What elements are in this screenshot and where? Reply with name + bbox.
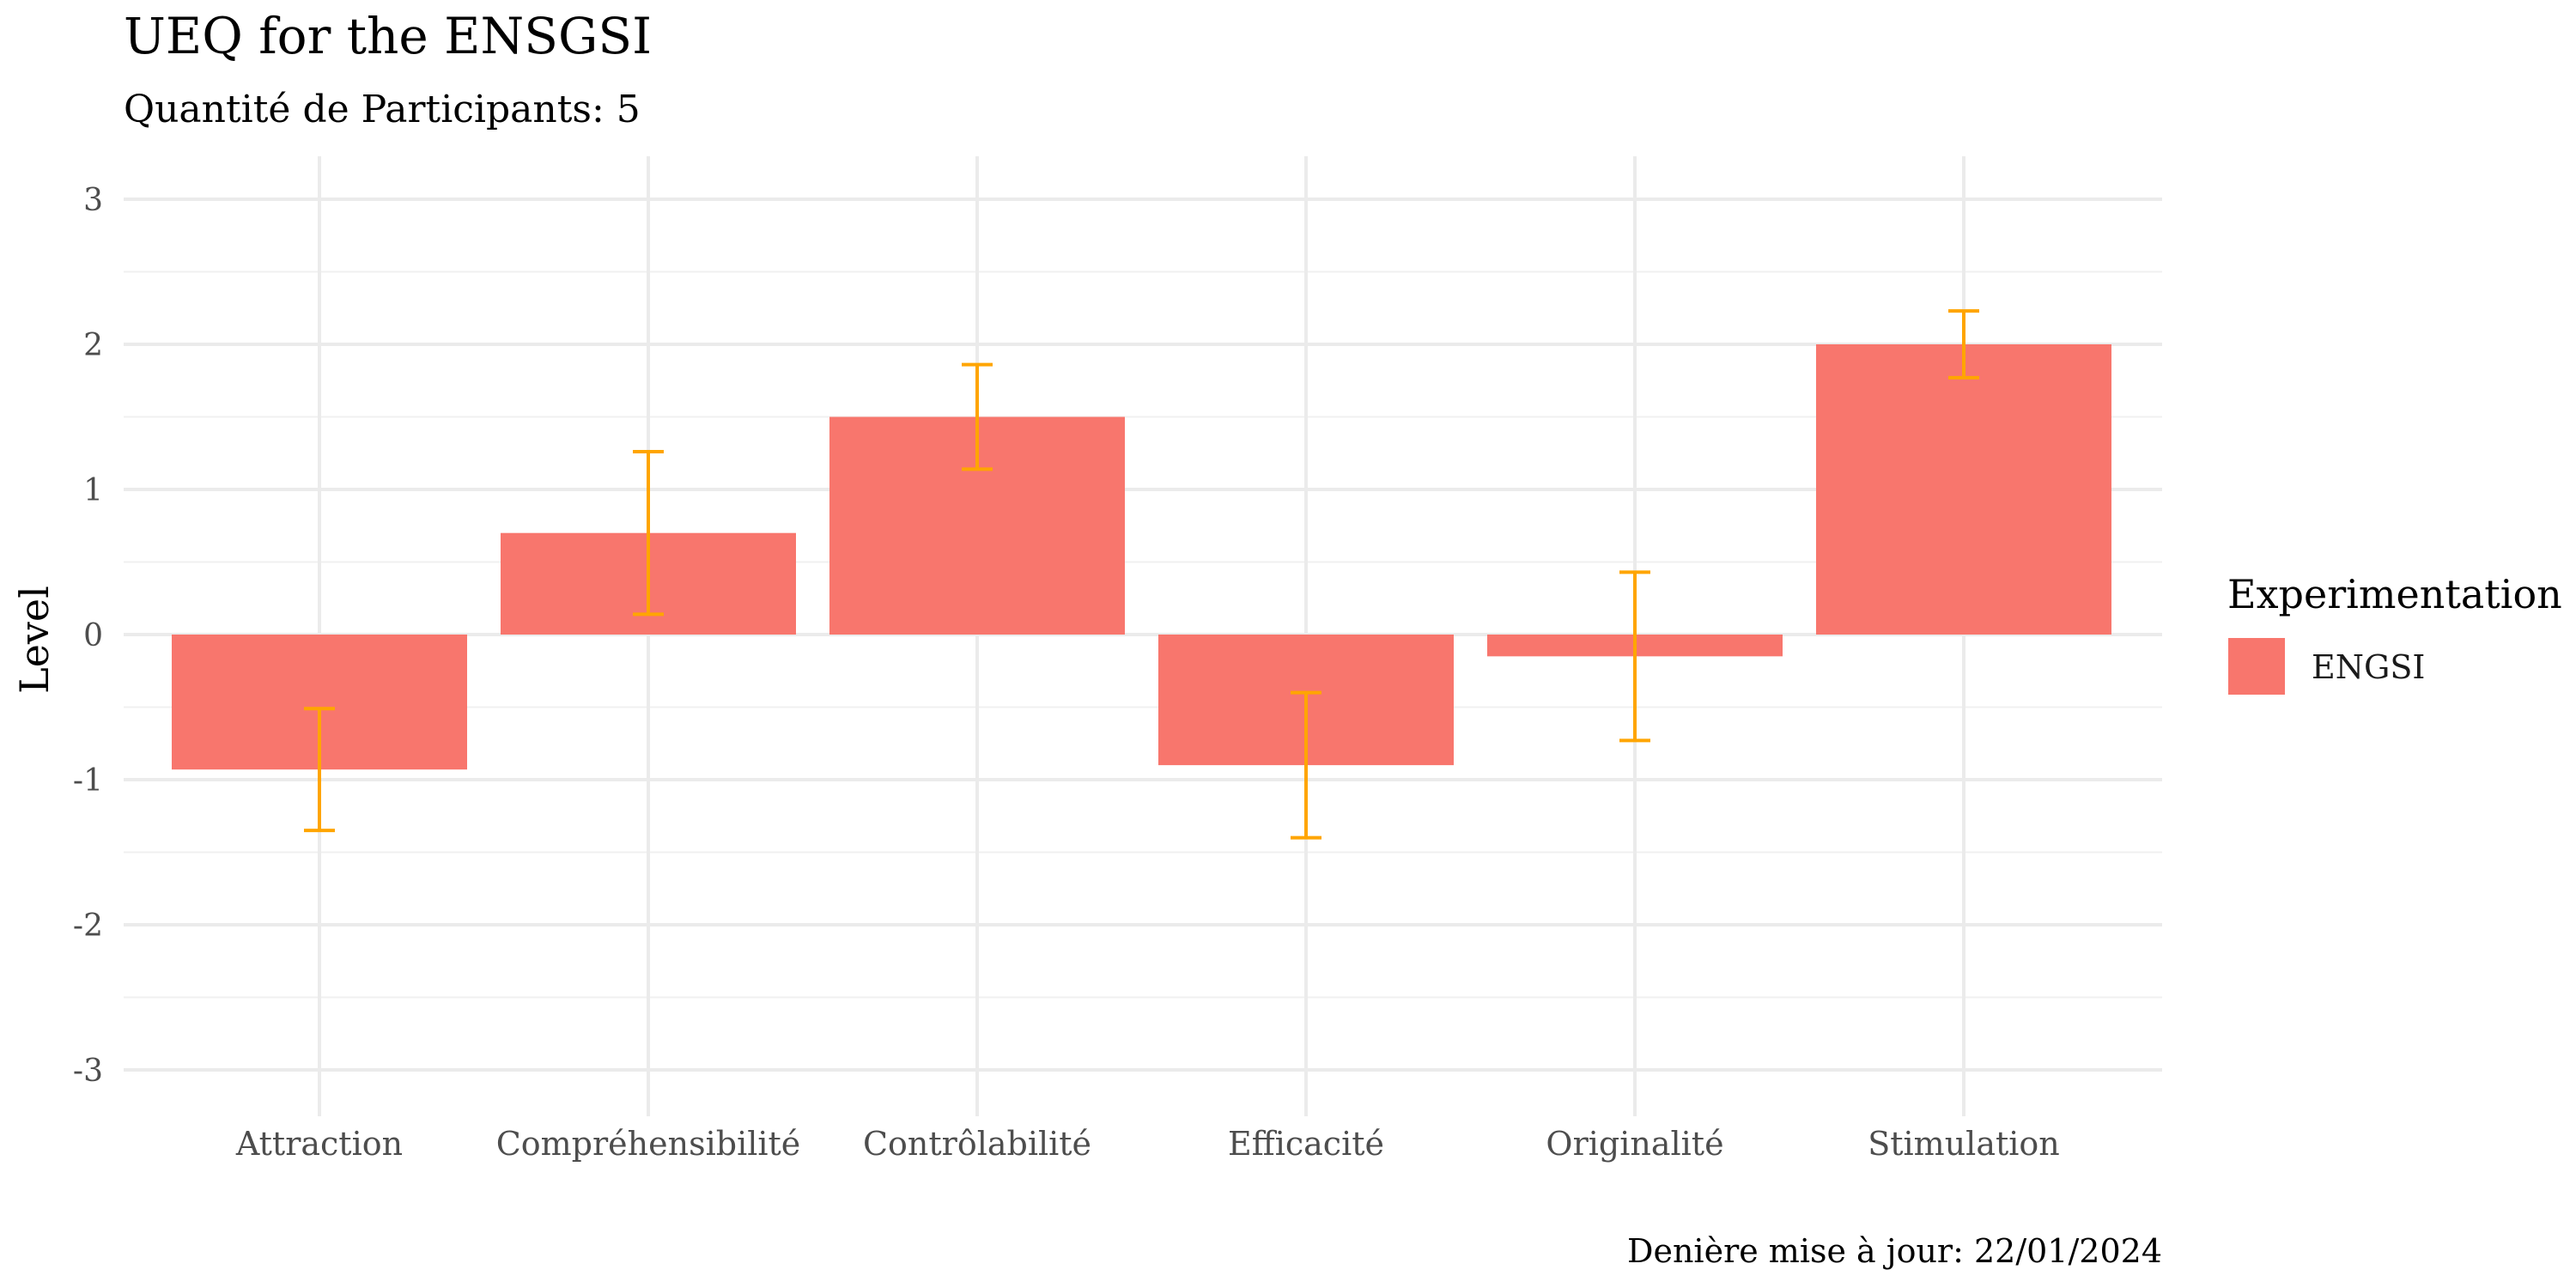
errorbar-stimulation: [1948, 309, 1979, 380]
y-tick-label: 0: [83, 618, 103, 653]
x-tick-label: Compréhensibilité: [496, 1125, 801, 1163]
y-tick-label: 3: [83, 183, 103, 218]
y-tick-label: 2: [83, 328, 103, 363]
y-tick-label: 1: [83, 473, 103, 508]
y-tick-labels: 3 2 1 0 -1 -2 -3: [73, 183, 103, 1089]
legend-entry-engsi: ENGSI: [2312, 648, 2425, 686]
errorbar-compréhensibilité: [633, 450, 664, 617]
y-tick-label: -1: [73, 763, 103, 799]
chart-title: UEQ for the ENSGSI: [124, 7, 652, 65]
x-tick-label: Originalité: [1546, 1125, 1723, 1163]
legend: Experimentation ENGSI: [2227, 571, 2562, 695]
legend-title: Experimentation: [2227, 571, 2562, 617]
bars: [172, 344, 2111, 770]
y-tick-label: -2: [73, 908, 103, 944]
chart-caption: Denière mise à jour: 22/01/2024: [1627, 1232, 2162, 1270]
chart-subtitle: Quantité de Participants: 5: [124, 88, 641, 131]
x-tick-labels: Attraction Compréhensibilité Contrôlabilit…: [235, 1125, 2060, 1163]
error-bars: [304, 309, 1979, 840]
y-tick-label: -3: [73, 1054, 103, 1089]
x-tick-label: Attraction: [235, 1125, 403, 1163]
errorbar-attraction: [304, 707, 335, 833]
errorbar-contrôlabilité: [962, 362, 993, 471]
x-tick-label: Efficacité: [1228, 1125, 1384, 1163]
bar-stimulation: [1816, 344, 2111, 635]
x-tick-label: Contrôlabilité: [863, 1125, 1091, 1163]
x-tick-label: Stimulation: [1868, 1125, 2060, 1163]
errorbar-efficacité: [1291, 690, 1321, 840]
legend-swatch-engsi: [2228, 638, 2285, 695]
errorbar-originalité: [1619, 570, 1650, 743]
y-axis-label: Level: [11, 586, 58, 694]
